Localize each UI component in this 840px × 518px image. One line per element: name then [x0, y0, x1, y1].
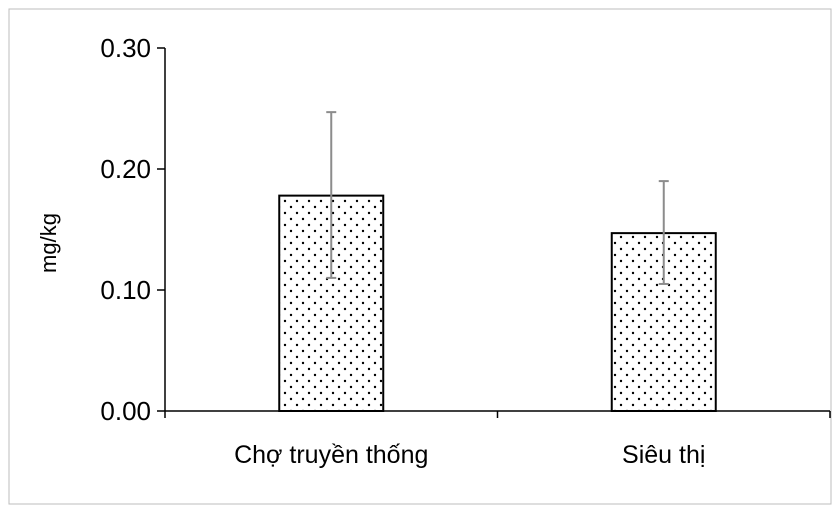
y-tick-label: 0.10	[100, 275, 151, 305]
y-tick-label: 0.20	[100, 154, 151, 184]
y-tick-label: 0.30	[100, 33, 151, 63]
x-tick-label: Chợ truyền thống	[234, 441, 428, 469]
y-axis-title: mg/kg	[36, 213, 61, 273]
x-tick-label: Siêu thị	[622, 441, 705, 469]
y-tick-label: 0.00	[100, 396, 151, 426]
